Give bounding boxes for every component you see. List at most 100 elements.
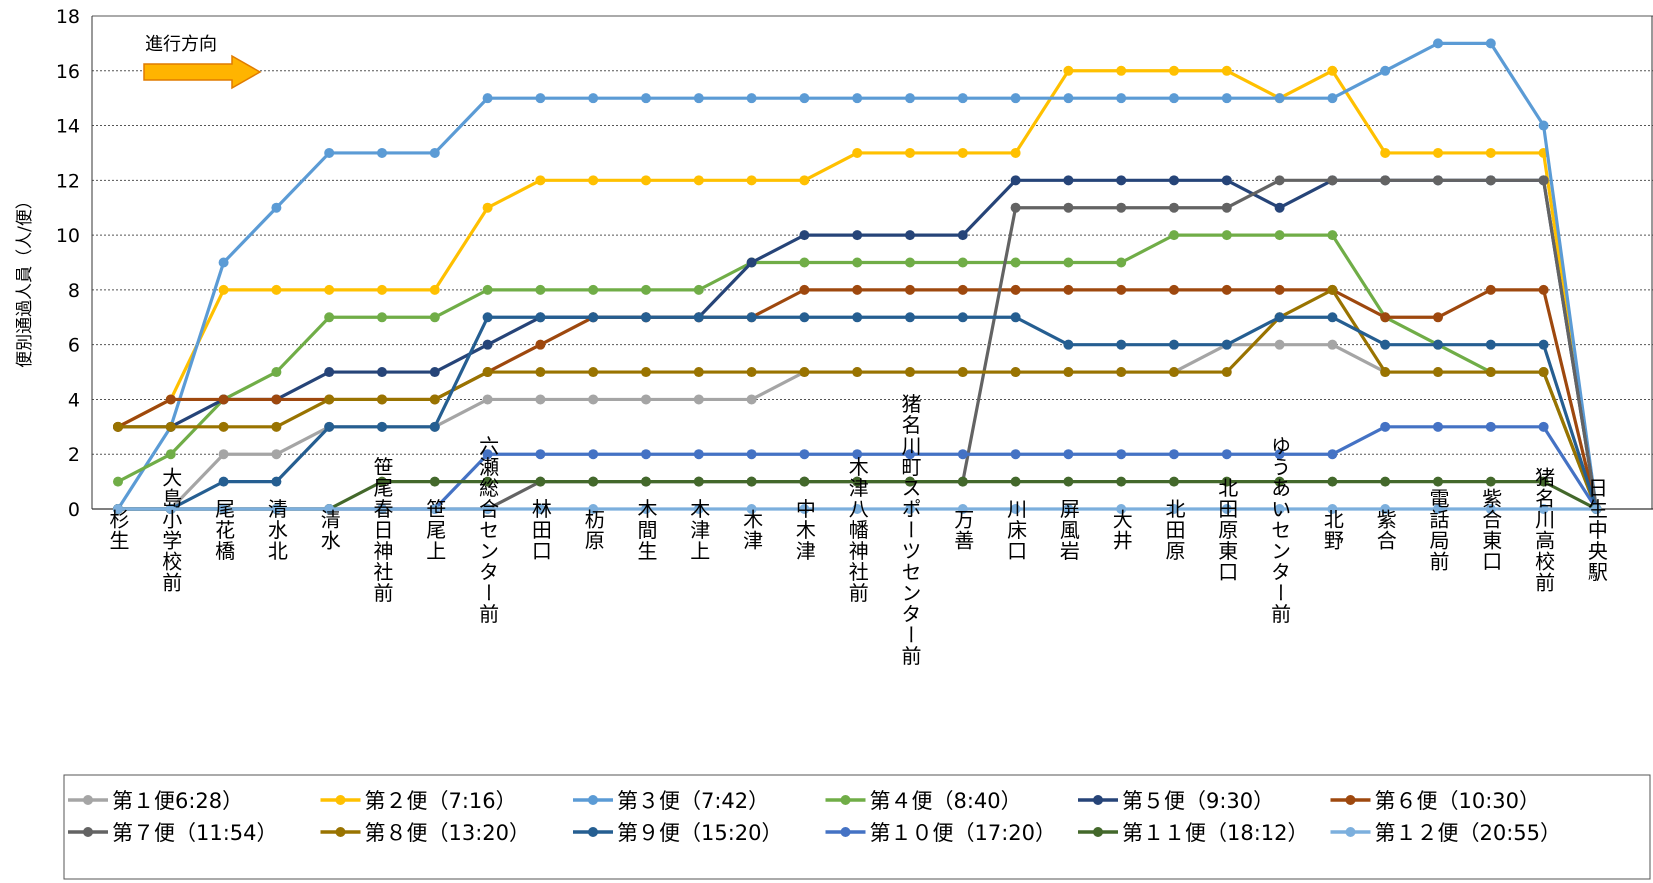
data-point — [165, 504, 176, 514]
data-point — [1274, 476, 1285, 487]
x-category-label: 木津八幡神社前 — [845, 456, 869, 603]
data-point — [1380, 65, 1391, 76]
legend-label: 第６便（10:30） — [1375, 789, 1541, 813]
data-point — [1010, 93, 1021, 104]
data-point — [535, 394, 546, 405]
data-point — [1116, 476, 1127, 487]
data-point — [1485, 339, 1496, 350]
x-category-label: 清水 — [317, 509, 341, 551]
data-point — [957, 257, 968, 268]
x-category-label: 杤原 — [581, 509, 605, 551]
data-point — [905, 476, 915, 487]
data-point — [1063, 65, 1074, 76]
x-axis-categories: 杉生 大島小学校前 尾花橋 清水北 清水 笹尾春日神社前 笹尾上 六瀬総合センター前 林田口 杤原… — [106, 393, 1608, 666]
data-point — [693, 394, 704, 405]
series-2 — [113, 65, 1602, 514]
data-point — [1169, 65, 1179, 76]
x-category-label: 紫合 — [1373, 509, 1397, 551]
data-point — [1538, 339, 1549, 350]
data-point — [1327, 312, 1338, 323]
data-point — [482, 312, 493, 323]
data-point — [905, 257, 915, 268]
data-point — [1433, 312, 1443, 323]
data-point — [852, 312, 863, 323]
legend-label: 第１０便（17:20） — [870, 821, 1057, 845]
data-point — [1380, 476, 1391, 487]
data-point — [1485, 504, 1496, 514]
data-point — [324, 504, 335, 514]
data-point — [1116, 93, 1127, 104]
data-point — [1169, 230, 1179, 241]
data-point — [1538, 120, 1549, 131]
data-point — [324, 367, 335, 378]
data-point — [1327, 175, 1338, 186]
data-point — [852, 449, 863, 460]
data-point — [377, 421, 387, 432]
data-point — [905, 504, 915, 514]
data-point — [535, 504, 546, 514]
data-point — [113, 504, 123, 514]
data-point — [905, 230, 915, 241]
data-point — [746, 367, 757, 378]
data-point — [1169, 339, 1179, 350]
data-point — [429, 476, 440, 487]
x-category-label: 大島小学校前 — [159, 467, 183, 593]
series-8 — [113, 284, 1602, 514]
data-point — [1221, 230, 1232, 241]
data-point — [957, 367, 968, 378]
data-point — [1169, 449, 1179, 460]
data-point — [1169, 202, 1179, 213]
data-point — [746, 312, 757, 323]
data-point — [377, 284, 387, 295]
legend-marker — [1345, 827, 1356, 837]
y-tick-label: 8 — [68, 280, 80, 302]
data-point — [535, 312, 546, 323]
data-point — [429, 394, 440, 405]
data-point — [641, 367, 651, 378]
data-point — [165, 394, 176, 405]
data-point — [113, 476, 123, 487]
data-point — [588, 449, 599, 460]
data-point — [1221, 476, 1232, 487]
data-point — [1380, 421, 1391, 432]
data-point — [1010, 175, 1021, 186]
data-point — [1010, 312, 1021, 323]
data-point — [1116, 65, 1127, 76]
x-category-label: 木津上 — [687, 498, 711, 561]
data-point — [799, 476, 810, 487]
data-point — [429, 504, 440, 514]
y-tick-label: 14 — [56, 116, 80, 138]
y-tick-label: 4 — [68, 389, 80, 411]
data-point — [1169, 504, 1179, 514]
data-point — [1063, 449, 1074, 460]
x-category-label: 北田原東口 — [1215, 477, 1239, 582]
x-category-label: 尾花橋 — [212, 499, 236, 562]
x-category-label: 電話局前 — [1426, 488, 1450, 572]
data-point — [641, 394, 651, 405]
data-point — [1380, 339, 1391, 350]
data-point — [1063, 93, 1074, 104]
data-point — [1485, 284, 1496, 295]
data-point — [957, 312, 968, 323]
data-point — [1327, 449, 1338, 460]
data-point — [799, 93, 810, 104]
data-point — [324, 147, 335, 158]
x-category-label: 笹尾上 — [423, 498, 447, 561]
legend-marker — [1345, 795, 1356, 805]
data-point — [1485, 367, 1496, 378]
x-category-label: 猪名川町スポーツセンター前 — [898, 393, 922, 666]
data-point — [271, 421, 282, 432]
data-point — [852, 367, 863, 378]
data-point — [1116, 257, 1127, 268]
y-tick-label: 18 — [56, 6, 80, 28]
data-point — [377, 394, 387, 405]
data-point — [852, 257, 863, 268]
data-point — [957, 449, 968, 460]
data-point — [693, 504, 704, 514]
data-point — [1010, 202, 1021, 213]
data-point — [324, 421, 335, 432]
data-point — [1116, 202, 1127, 213]
data-point — [905, 449, 915, 460]
data-point — [1221, 202, 1232, 213]
series-lines — [113, 38, 1602, 514]
